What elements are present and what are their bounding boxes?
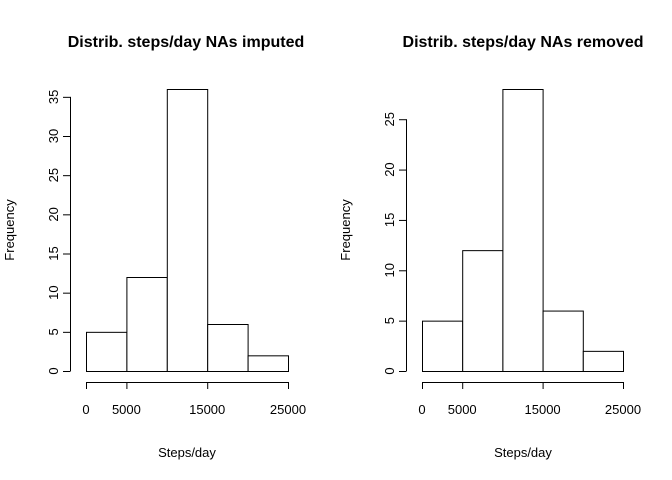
y-tick-label: 20 [46, 207, 61, 221]
y-tick-label: 20 [382, 162, 397, 176]
x-axis-label: Steps/day [158, 445, 216, 460]
histogram-bar [207, 324, 249, 372]
histogram-bar [247, 355, 290, 373]
y-axis-label: Frequency [338, 199, 353, 261]
y-tick-label: 30 [46, 129, 61, 143]
chart-title: Distrib. steps/day NAs removed [403, 34, 644, 51]
y-axis-label: Frequency [2, 199, 17, 261]
histogram-bar [166, 89, 209, 372]
histogram-bar [86, 331, 128, 373]
x-tick-label: 25000 [270, 402, 306, 417]
x-tick-label: 5000 [448, 402, 477, 417]
x-tick-label: 15000 [189, 402, 225, 417]
histogram-panel-2: Distrib. steps/day NAs removed 0 5 10 15 20 25… [338, 34, 643, 460]
histogram-panel-1: Distrib. steps/day NAs imputed 0 5 10 15 20 25… [2, 34, 306, 460]
x-tick-label: 5000 [112, 402, 141, 417]
histogram-bar [126, 277, 168, 372]
histogram-bar [422, 320, 464, 372]
y-tick-label: 25 [46, 168, 61, 182]
y-tick-label: 15 [46, 246, 61, 260]
histogram-bar [462, 250, 504, 372]
x-tick-label: 15000 [525, 402, 561, 417]
x-tick-label: 0 [82, 402, 89, 417]
y-tick-label: 10 [382, 263, 397, 277]
histogram-bar [542, 310, 584, 373]
x-tick-label: 0 [418, 402, 425, 417]
y-tick-label: 10 [46, 285, 61, 299]
x-tick-label: 25000 [605, 402, 641, 417]
y-tick-label: 0 [382, 367, 397, 374]
x-axis-label: Steps/day [494, 445, 552, 460]
y-tick-label: 35 [46, 90, 61, 104]
y-tick-label: 15 [382, 213, 397, 227]
chart-title: Distrib. steps/day NAs imputed [68, 34, 305, 51]
histogram-bar [582, 350, 624, 373]
histogram-bar [502, 89, 544, 372]
y-tick-label: 5 [46, 328, 61, 335]
y-tick-label: 0 [46, 367, 61, 374]
y-tick-label: 5 [382, 317, 397, 324]
y-tick-label: 25 [382, 112, 397, 126]
